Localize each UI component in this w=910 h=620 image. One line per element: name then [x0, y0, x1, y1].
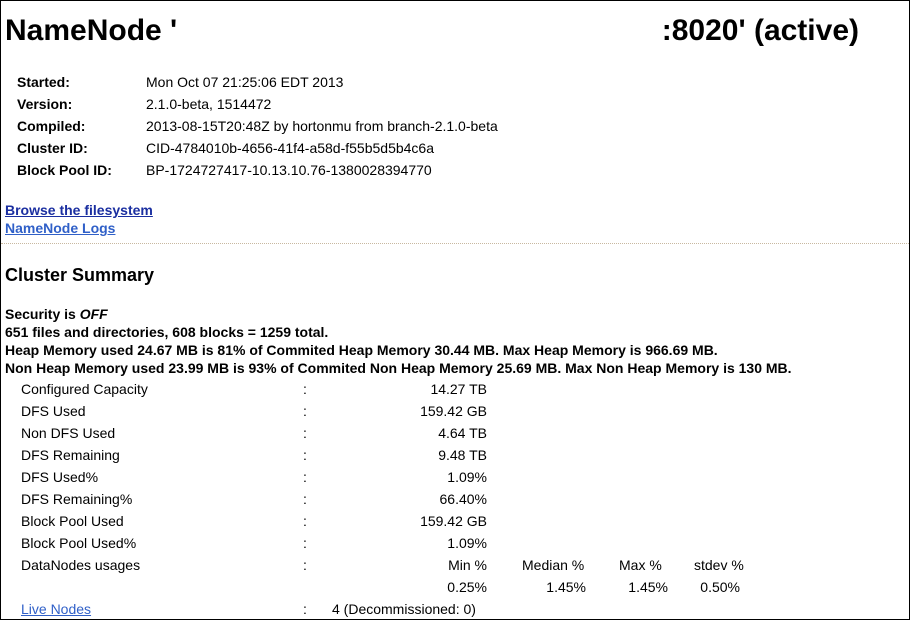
info-value: 2.1.0-beta, 1514472 [146, 96, 272, 112]
page-title-right: :8020' (active) [661, 14, 859, 47]
stats-label: DFS Remaining [21, 447, 120, 463]
stats-colon: : [303, 469, 307, 485]
stats-colon: : [303, 557, 307, 573]
info-label: Block Pool ID: [17, 162, 112, 178]
usage-value-stdev: 0.50% [700, 579, 740, 595]
datanodes-usages-header-row: DataNodes usages : Min % Median % Max % … [1, 555, 901, 577]
info-value: 2013-08-15T20:48Z by hortonmu from branc… [146, 118, 498, 134]
stats-row: Block Pool Used : 159.42 GB [1, 511, 901, 533]
stats-value: 1.09% [447, 469, 487, 485]
stats-label: Non DFS Used [21, 425, 116, 441]
usage-value-min: 0.25% [447, 579, 487, 595]
stats-row: Block Pool Used% : 1.09% [1, 533, 901, 555]
stats-label: Configured Capacity [21, 381, 148, 397]
security-prefix: Security is [5, 306, 80, 322]
info-label: Started: [17, 74, 70, 90]
stats-value: 9.48 TB [438, 447, 487, 463]
usage-header-median: Median % [522, 557, 585, 573]
info-label: Cluster ID: [17, 140, 88, 156]
info-label: Compiled: [17, 118, 86, 134]
stats-value: 159.42 GB [420, 403, 487, 419]
usage-value-max: 1.45% [628, 579, 668, 595]
stats-value: 4.64 TB [438, 425, 487, 441]
info-row-block-pool-id: Block Pool ID: BP-1724727417-10.13.10.76… [17, 159, 498, 181]
stats-colon: : [303, 447, 307, 463]
stats-row: DFS Remaining : 9.48 TB [1, 445, 901, 467]
stats-row: Configured Capacity : 14.27 TB [1, 379, 901, 401]
datanodes-usages-values-row: 0.25% 1.45% 1.45% 0.50% [1, 577, 901, 599]
cluster-stats-table: Configured Capacity : 14.27 TB DFS Used … [1, 379, 901, 619]
stats-colon: : [303, 513, 307, 529]
page-title: NameNode ' :8020' (active) [5, 13, 859, 49]
usage-header-stdev: stdev % [694, 557, 744, 573]
security-value: OFF [79, 306, 108, 322]
non-heap-memory-summary: Non Heap Memory used 23.99 MB is 93% of … [5, 360, 792, 376]
usage-header-max: Max % [619, 557, 662, 573]
info-row-compiled: Compiled: 2013-08-15T20:48Z by hortonmu … [17, 115, 498, 137]
info-row-version: Version: 2.1.0-beta, 1514472 [17, 93, 498, 115]
info-row-cluster-id: Cluster ID: CID-4784010b-4656-41f4-a58d-… [17, 137, 498, 159]
live-nodes-link[interactable]: Live Nodes [21, 601, 92, 617]
cluster-summary-heading: Cluster Summary [5, 265, 155, 285]
live-nodes-value: 4 (Decommissioned: 0) [332, 601, 476, 617]
browse-filesystem-link[interactable]: Browse the filesystem [5, 202, 153, 218]
heap-memory-summary: Heap Memory used 24.67 MB is 81% of Comm… [5, 342, 718, 358]
stats-colon: : [303, 601, 307, 617]
cluster-summary-text: Security is OFF 651 files and directorie… [5, 305, 792, 377]
stats-colon: : [303, 425, 307, 441]
stats-label: DFS Used [21, 403, 86, 419]
stats-colon: : [303, 535, 307, 551]
info-label: Version: [17, 96, 73, 112]
info-value: CID-4784010b-4656-41f4-a58d-f55b5d5b4c6a [146, 140, 434, 156]
stats-row: DFS Remaining% : 66.40% [1, 489, 901, 511]
datanodes-usages-label: DataNodes usages [21, 557, 141, 573]
stats-row: Non DFS Used : 4.64 TB [1, 423, 901, 445]
stats-colon: : [303, 403, 307, 419]
stats-value: 1.09% [447, 535, 487, 551]
stats-colon: : [303, 381, 307, 397]
stats-label: DFS Used% [21, 469, 99, 485]
usage-header-min: Min % [448, 557, 487, 573]
live-nodes-row: Live Nodes : 4 (Decommissioned: 0) [1, 599, 901, 619]
stats-value: 159.42 GB [420, 513, 487, 529]
stats-label: Block Pool Used [21, 513, 124, 529]
stats-label: Block Pool Used% [21, 535, 137, 551]
stats-row: DFS Used : 159.42 GB [1, 401, 901, 423]
security-status: Security is OFF [5, 305, 792, 323]
section-divider [1, 243, 909, 244]
stats-value: 14.27 TB [430, 381, 487, 397]
page-title-left: NameNode ' [5, 14, 178, 47]
namenode-info-table: Started: Mon Oct 07 21:25:06 EDT 2013 Ve… [17, 71, 498, 181]
stats-value: 66.40% [439, 491, 487, 507]
files-summary: 651 files and directories, 608 blocks = … [5, 324, 329, 340]
info-value: Mon Oct 07 21:25:06 EDT 2013 [146, 74, 344, 90]
info-value: BP-1724727417-10.13.10.76-1380028394770 [146, 162, 432, 178]
navigation-links: Browse the filesystem NameNode Logs [5, 201, 153, 237]
namenode-logs-link[interactable]: NameNode Logs [5, 220, 116, 236]
stats-label: DFS Remaining% [21, 491, 133, 507]
stats-colon: : [303, 491, 307, 507]
stats-row: DFS Used% : 1.09% [1, 467, 901, 489]
usage-value-median: 1.45% [546, 579, 586, 595]
info-row-started: Started: Mon Oct 07 21:25:06 EDT 2013 [17, 71, 498, 93]
